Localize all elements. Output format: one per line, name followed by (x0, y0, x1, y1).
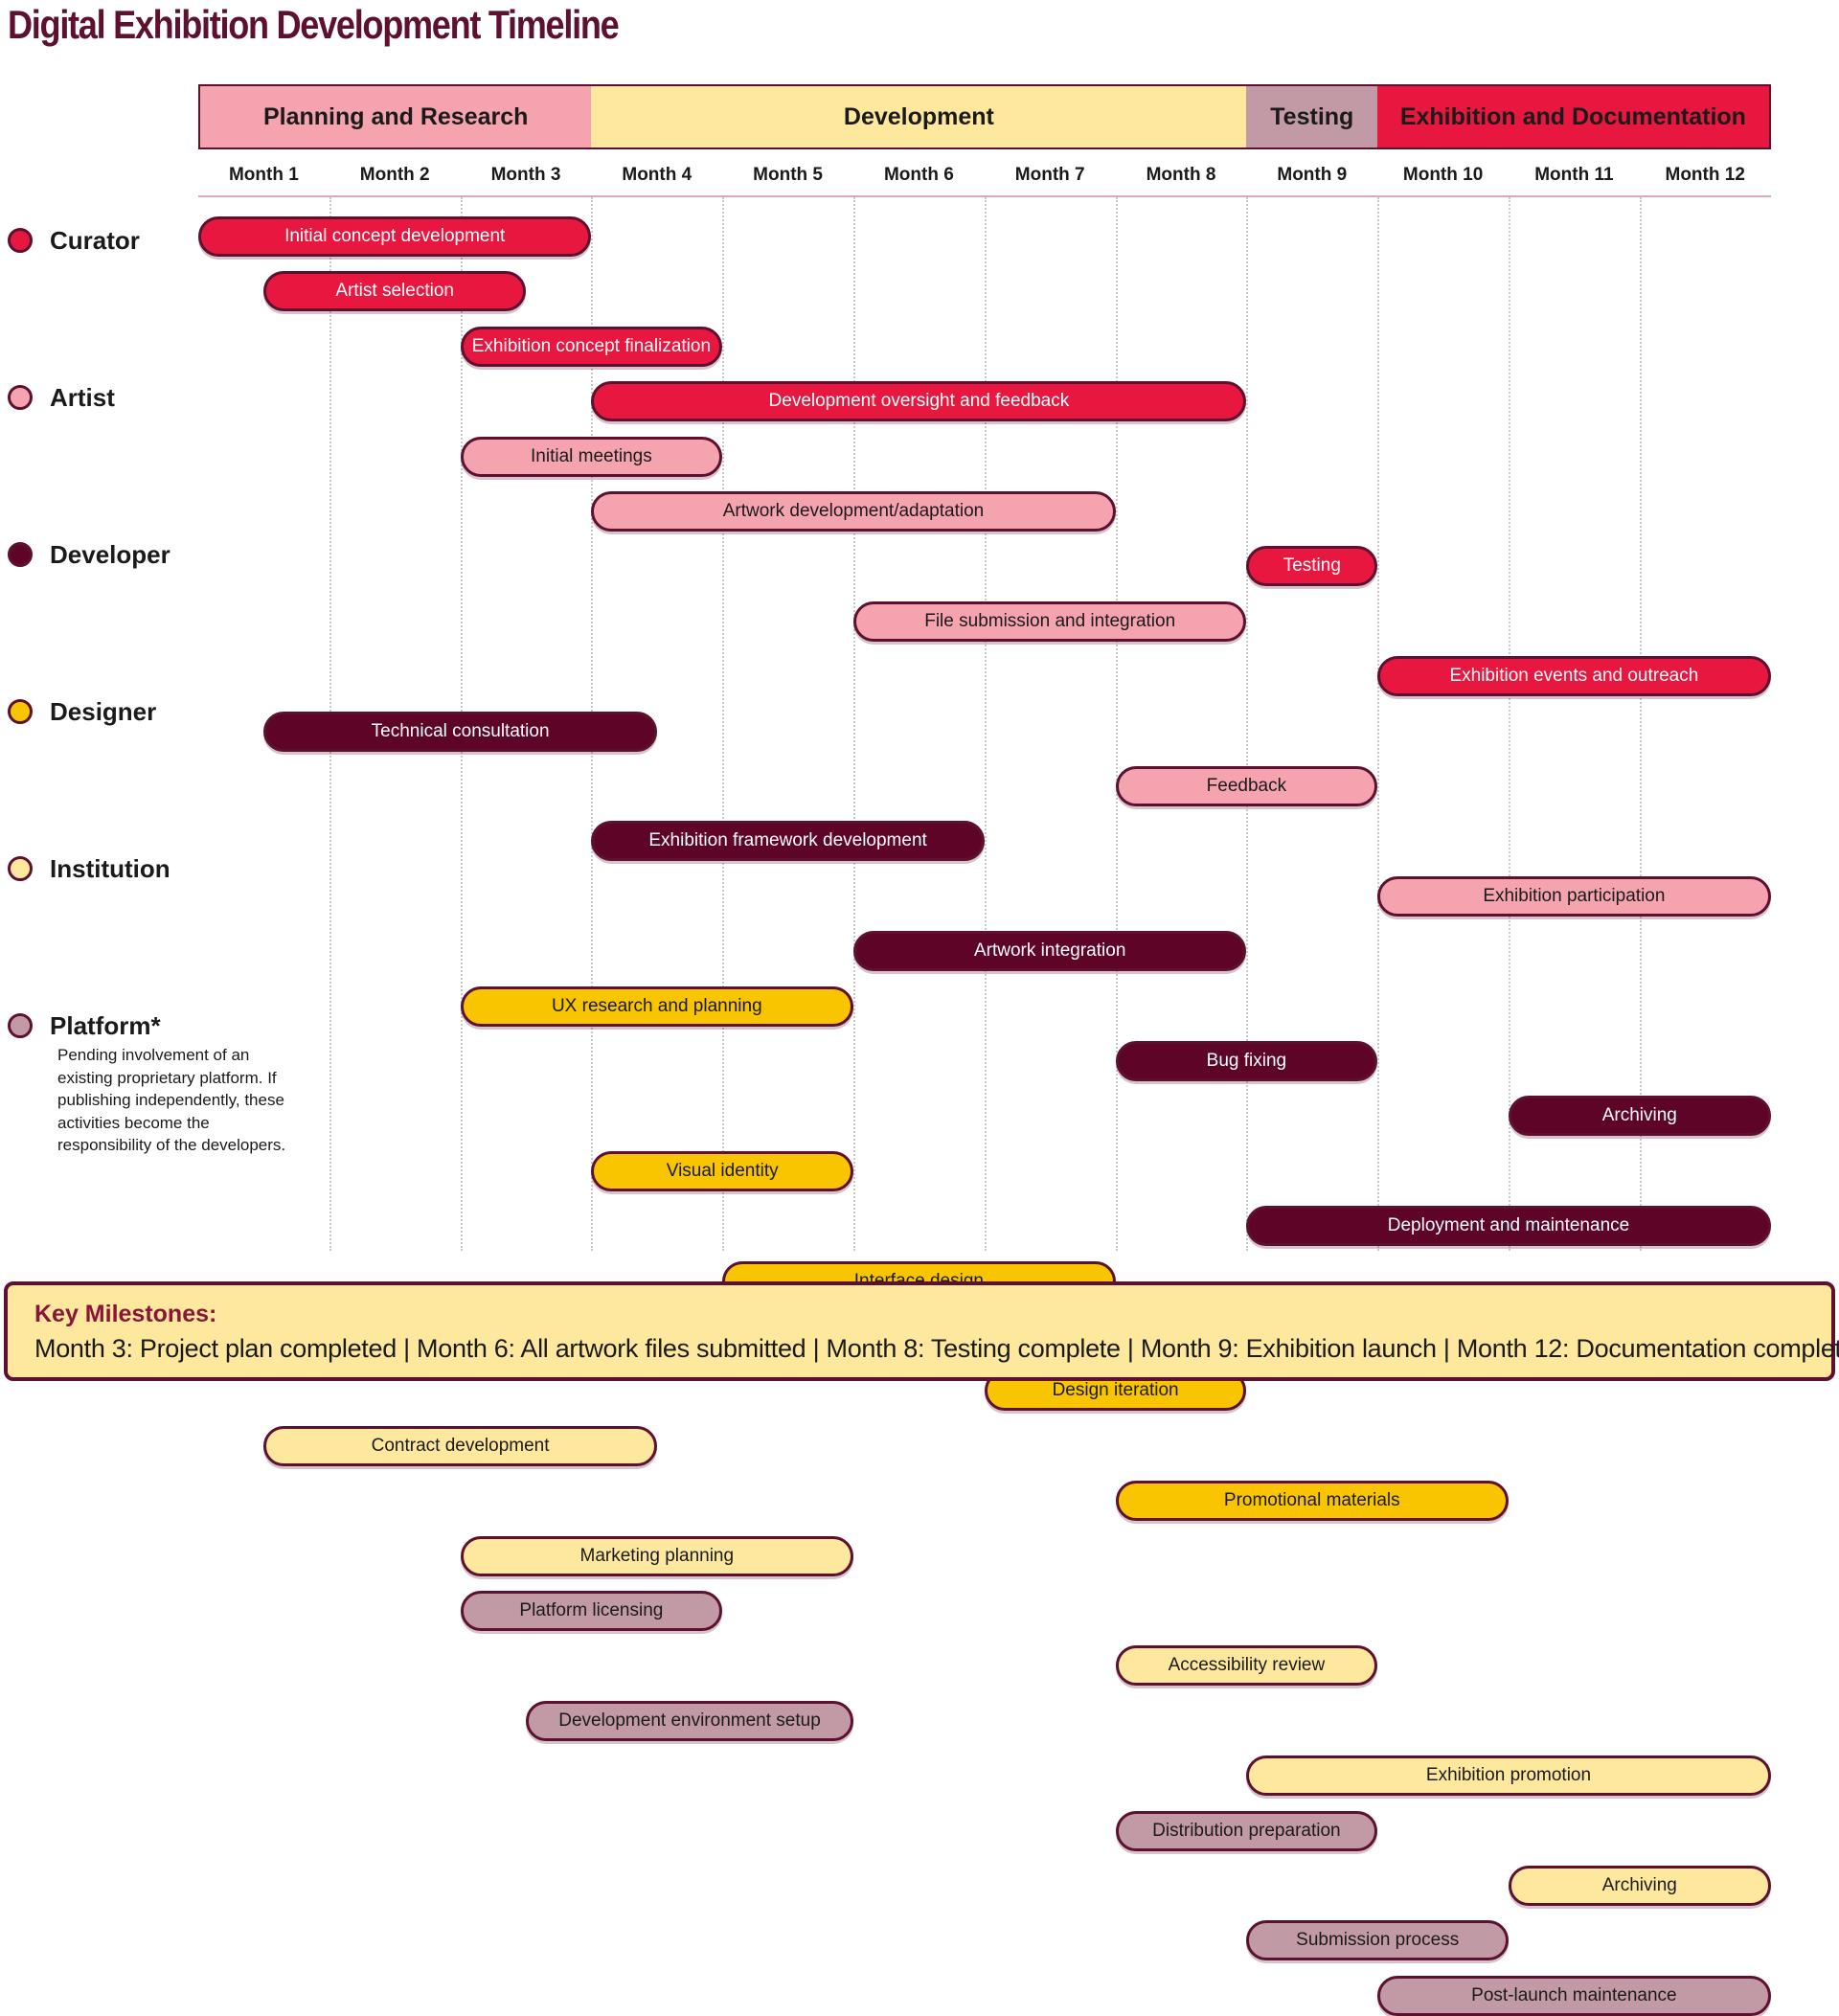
month-label: Month 10 (1402, 165, 1484, 185)
phase-bar: Planning and Research Development Testing E… (198, 84, 1771, 149)
month-gridline (1639, 197, 1642, 1251)
task-bar: Distribution preparation (1115, 1810, 1378, 1851)
task-bar: Submission process (1246, 1920, 1509, 1961)
role-color-dot (8, 385, 33, 410)
task-bar: Initial meetings (460, 436, 723, 477)
key-milestones-title: Key Milestones: (34, 1301, 217, 1327)
role-label: Artist (50, 382, 115, 412)
task-bars: Initial concept development Artist select… (198, 216, 1771, 2016)
task-bar: Post-launch maintenance (1377, 1975, 1771, 2016)
month-gridline (1246, 197, 1249, 1251)
task-bar: Accessibility review (1115, 1645, 1378, 1687)
role-designer: Designer (8, 695, 156, 728)
role-label: Developer (50, 539, 170, 569)
task-bar: Marketing planning (460, 1535, 853, 1576)
month-header-row: Month 1 Month 2 Month 3 Month 4 Month 5 Month… (198, 165, 1771, 193)
task-bar: Artwork development/adaptation (591, 491, 1116, 532)
role-color-dot (8, 1013, 33, 1038)
task-bar: Visual identity (591, 1150, 853, 1191)
month-header-divider (198, 195, 1771, 197)
task-bar: Archiving (1509, 1096, 1771, 1137)
task-bar: Artwork integration (853, 931, 1247, 972)
task-bar: Exhibition events and outreach (1377, 656, 1771, 697)
key-milestones-box: Key Milestones: Month 3: Project plan co… (4, 1281, 1839, 1381)
month-label: Month 2 (359, 165, 430, 185)
role-developer: Developer (8, 538, 170, 571)
role-color-dot (8, 699, 33, 724)
task-bar: UX research and planning (460, 985, 853, 1027)
role-label: Platform* (50, 1010, 161, 1040)
task-bar: Exhibition framework development (591, 821, 985, 862)
month-label: Month 6 (883, 165, 954, 185)
month-label: Month 9 (1277, 165, 1348, 185)
platform-footnote: Pending involvement of an existing propr… (57, 1046, 286, 1154)
month-label: Month 5 (753, 165, 823, 185)
role-color-dot (8, 856, 33, 881)
task-bar: Exhibition participation (1377, 875, 1771, 917)
role-platform: Platform* (8, 1009, 161, 1042)
task-bar: Contract development (263, 1425, 657, 1466)
month-label: Month 12 (1665, 165, 1745, 185)
task-bar: File submission and integration (853, 600, 1247, 642)
role-label: Institution (50, 853, 170, 883)
task-bar: Exhibition concept finalization (460, 326, 723, 367)
task-bar: Development environment setup (526, 1700, 853, 1741)
task-bar: Platform licensing (460, 1591, 723, 1631)
task-bar: Feedback (1115, 766, 1378, 806)
role-label: Designer (50, 696, 157, 726)
month-label: Month 8 (1146, 165, 1216, 185)
task-bar: Testing (1246, 546, 1378, 587)
role-color-dot (8, 542, 33, 567)
month-gridline (722, 197, 725, 1251)
month-label: Month 4 (622, 165, 692, 185)
key-milestones-text: Month 3: Project plan completed | Month … (34, 1334, 1839, 1363)
task-bar: Development oversight and feedback (591, 381, 1247, 422)
month-gridline (984, 197, 987, 1251)
month-label: Month 7 (1014, 165, 1085, 185)
role-artist: Artist (8, 381, 115, 414)
task-bar: Artist selection (263, 271, 526, 312)
month-gridline (1377, 197, 1380, 1251)
task-bar: Bug fixing (1115, 1041, 1378, 1081)
page-title: Digital Exhibition Development Timeline (8, 2, 620, 47)
task-bar: Initial concept development (198, 216, 592, 257)
task-bar: Archiving (1509, 1866, 1771, 1906)
month-label: Month 11 (1534, 165, 1614, 185)
month-gridline (1509, 197, 1510, 1251)
month-label: Month 3 (490, 165, 561, 185)
role-label: Curator (50, 225, 140, 255)
phase-development: Development (591, 86, 1247, 147)
role-institution: Institution (8, 852, 170, 885)
task-bar: Promotional materials (1115, 1481, 1509, 1522)
phase-planning-and-research: Planning and Research (200, 86, 592, 147)
phase-testing: Testing (1246, 86, 1378, 147)
task-bar: Technical consultation (263, 711, 657, 752)
month-label: Month 1 (228, 165, 299, 185)
role-curator: Curator (8, 224, 140, 257)
task-bar: Exhibition promotion (1246, 1756, 1771, 1797)
task-bar: Deployment and maintenance (1246, 1206, 1771, 1247)
phase-exhibition-and-documentation: Exhibition and Documentation (1377, 86, 1769, 147)
month-gridline (1115, 197, 1118, 1251)
month-gridline (853, 197, 855, 1251)
role-color-dot (8, 228, 33, 253)
